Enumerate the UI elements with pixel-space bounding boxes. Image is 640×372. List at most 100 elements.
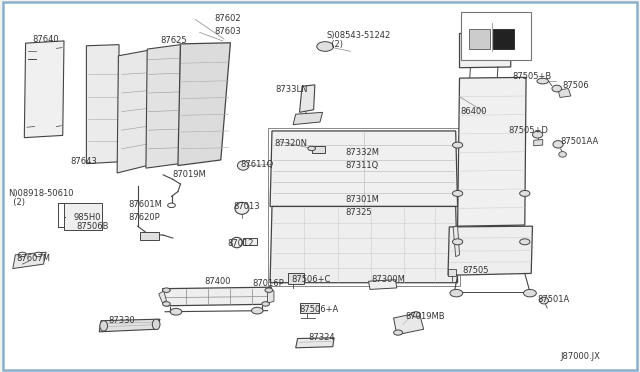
Polygon shape [268, 290, 274, 303]
Circle shape [452, 239, 463, 245]
Text: 87603: 87603 [214, 27, 241, 36]
Polygon shape [270, 131, 458, 206]
Polygon shape [99, 319, 160, 332]
Circle shape [412, 312, 420, 317]
Circle shape [19, 252, 26, 257]
Circle shape [452, 190, 463, 196]
Circle shape [520, 239, 530, 245]
Text: 87625: 87625 [160, 36, 187, 45]
Text: 87332M: 87332M [346, 148, 380, 157]
Text: 87607M: 87607M [16, 254, 50, 263]
Ellipse shape [559, 152, 566, 157]
Text: 87505+D: 87505+D [509, 126, 548, 135]
Ellipse shape [231, 237, 243, 248]
Bar [312, 146, 325, 153]
Text: S)08543-51242: S)08543-51242 [326, 31, 390, 40]
Polygon shape [159, 291, 166, 303]
Ellipse shape [235, 202, 249, 214]
Ellipse shape [237, 161, 249, 170]
Circle shape [163, 302, 170, 306]
Bar [288, 273, 304, 284]
Circle shape [35, 252, 42, 257]
Text: 985H0: 985H0 [74, 213, 101, 222]
Polygon shape [270, 206, 458, 283]
Ellipse shape [152, 319, 160, 330]
Text: 87019MB: 87019MB [406, 312, 445, 321]
Circle shape [262, 302, 269, 306]
Polygon shape [369, 280, 397, 289]
Polygon shape [448, 226, 532, 275]
Text: 87019M: 87019M [173, 170, 207, 179]
Bar [469, 29, 490, 49]
Polygon shape [86, 45, 119, 164]
Text: (2): (2) [8, 198, 25, 207]
Text: 87620P: 87620P [128, 213, 160, 222]
Text: 87311Q: 87311Q [346, 161, 379, 170]
Polygon shape [300, 85, 315, 112]
Circle shape [524, 289, 536, 297]
Text: 87506: 87506 [562, 81, 589, 90]
Bar [448, 269, 456, 276]
Polygon shape [117, 50, 148, 173]
Text: 87506+C: 87506+C [291, 275, 331, 284]
Text: 87012: 87012 [227, 239, 253, 248]
Text: 87611Q: 87611Q [240, 160, 273, 169]
Bar [461, 12, 531, 60]
Circle shape [317, 42, 333, 51]
Text: 87501AA: 87501AA [561, 137, 599, 146]
Polygon shape [300, 303, 319, 313]
Polygon shape [394, 312, 424, 335]
Polygon shape [178, 43, 230, 166]
Text: 87320N: 87320N [274, 139, 307, 148]
Text: 87643: 87643 [70, 157, 97, 166]
Circle shape [452, 142, 463, 148]
Text: 86400: 86400 [461, 107, 487, 116]
Text: 87601M: 87601M [128, 200, 162, 209]
Polygon shape [460, 33, 511, 68]
Text: 87301M: 87301M [346, 195, 380, 203]
Circle shape [450, 289, 463, 297]
FancyBboxPatch shape [3, 2, 637, 370]
Circle shape [163, 288, 170, 292]
Text: 87506+A: 87506+A [300, 305, 339, 314]
Text: 87505: 87505 [462, 266, 488, 275]
Polygon shape [453, 226, 460, 257]
Ellipse shape [532, 131, 543, 138]
Ellipse shape [100, 321, 108, 331]
Polygon shape [24, 41, 64, 138]
Text: 87505+B: 87505+B [512, 72, 551, 81]
Ellipse shape [553, 141, 563, 148]
Polygon shape [293, 112, 323, 125]
Bar [268, 128, 460, 286]
Text: 87501A: 87501A [538, 295, 570, 304]
Polygon shape [13, 252, 46, 269]
Circle shape [168, 203, 175, 208]
Text: 87300M: 87300M [371, 275, 405, 284]
Circle shape [308, 146, 316, 151]
Circle shape [394, 330, 403, 335]
Circle shape [170, 308, 182, 315]
Text: 87602: 87602 [214, 14, 241, 23]
Text: 87016P: 87016P [253, 279, 285, 288]
Text: 87506B: 87506B [77, 222, 109, 231]
Text: J87000.JX: J87000.JX [560, 352, 600, 361]
Text: 87640: 87640 [32, 35, 59, 44]
Circle shape [252, 307, 263, 314]
Bar [64, 203, 102, 230]
Text: 87013: 87013 [234, 202, 260, 211]
Text: 87330: 87330 [109, 316, 136, 325]
Ellipse shape [540, 297, 548, 304]
Text: N)08918-50610: N)08918-50610 [8, 189, 73, 198]
Polygon shape [163, 287, 271, 306]
Polygon shape [534, 140, 543, 146]
Polygon shape [296, 338, 334, 348]
Text: 8733LN: 8733LN [275, 85, 308, 94]
Text: 87325: 87325 [346, 208, 372, 217]
Polygon shape [146, 45, 180, 168]
Bar [140, 232, 159, 240]
Circle shape [265, 288, 273, 292]
Ellipse shape [537, 78, 548, 84]
Text: 87324: 87324 [308, 333, 335, 342]
Polygon shape [458, 77, 526, 226]
Polygon shape [558, 89, 571, 97]
